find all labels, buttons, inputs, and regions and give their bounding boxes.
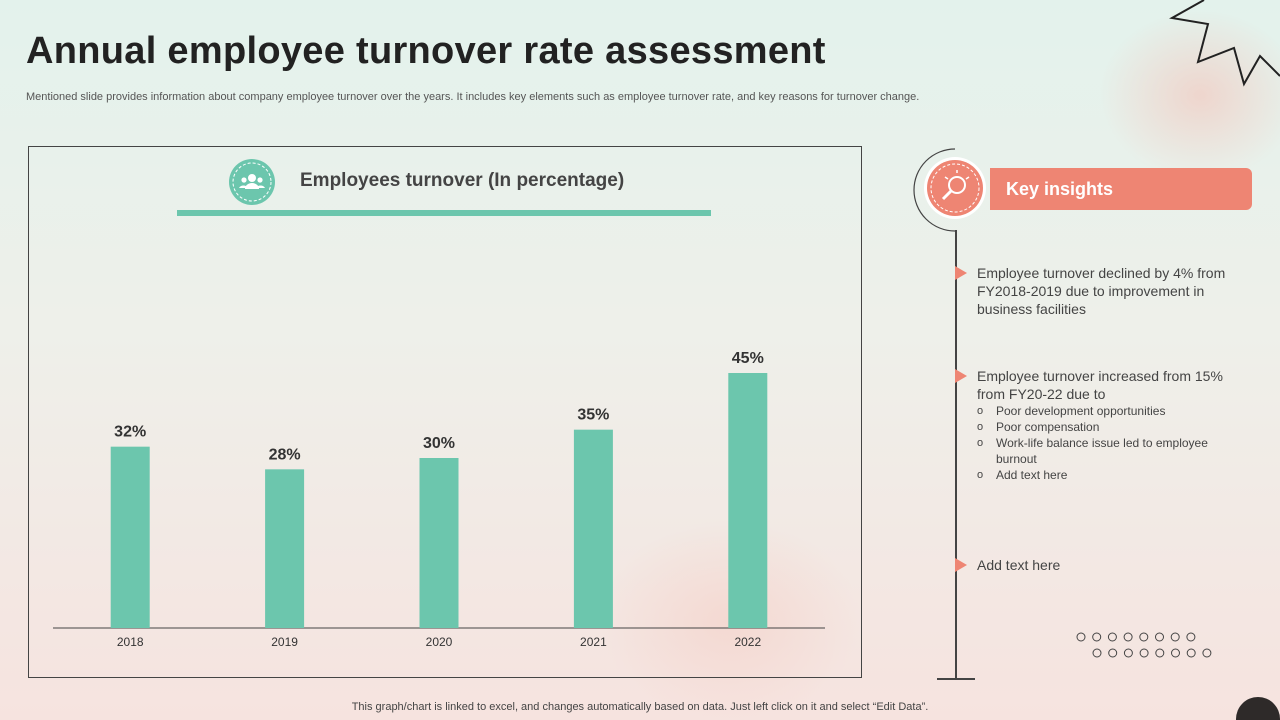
key-insights-header: Key insights — [990, 168, 1252, 210]
decorative-dot — [1171, 648, 1180, 658]
data-label-2019: 28% — [269, 446, 301, 463]
decorative-dot — [1139, 648, 1149, 658]
decorative-dot — [1202, 648, 1212, 658]
bar-2021 — [573, 429, 613, 628]
timeline-line — [955, 230, 957, 680]
insight-item: Employee turnover declined by 4% from FY… — [977, 265, 1226, 317]
decorative-dot — [1092, 648, 1102, 658]
page-subtitle: Mentioned slide provides information abo… — [26, 91, 920, 103]
decorative-dot — [1107, 632, 1117, 642]
decorative-dot — [1155, 648, 1165, 658]
decorative-dot — [1139, 632, 1149, 642]
decorative-dot — [1092, 632, 1102, 642]
x-tick-label-2019: 2019 — [271, 635, 298, 649]
decorative-dot — [1186, 632, 1196, 642]
sub-list-item: o Poor compensation — [977, 420, 1100, 434]
insight-item: Add text here — [977, 557, 1061, 573]
sub-list-item: o Poor development opportunities — [977, 404, 1166, 418]
lightbulb-search-icon — [913, 148, 986, 232]
people-group-icon — [229, 159, 275, 205]
x-tick-label-2021: 2021 — [580, 635, 607, 649]
data-label-2021: 35% — [577, 407, 609, 424]
bar-2020 — [419, 458, 459, 628]
circle-bullet-icon: o — [977, 421, 984, 433]
triangle-marker-icon — [955, 369, 967, 383]
x-tick-label-2022: 2022 — [734, 635, 761, 649]
circle-bullet-icon: o — [977, 469, 984, 481]
decorative-dot — [1076, 632, 1086, 642]
insight-sub-list: o Poor development opportunities o Poor co… — [977, 403, 1247, 483]
data-label-2022: 45% — [732, 350, 764, 367]
key-insights-title: Key insights — [1006, 179, 1114, 199]
decorative-dot — [1155, 632, 1164, 642]
bar-2022 — [728, 373, 768, 628]
chart-title-underline — [177, 210, 711, 216]
decorative-dot — [1186, 648, 1196, 658]
chart-title: Employees turnover (In percentage) — [300, 170, 625, 191]
footer-note: This graph/chart is linked to excel, and… — [351, 701, 929, 713]
decorative-dot — [1170, 632, 1180, 642]
x-tick-label-2018: 2018 — [117, 635, 144, 649]
triangle-marker-icon — [955, 266, 967, 280]
bar-2018 — [110, 446, 150, 628]
decorative-glow — [1100, 10, 1280, 180]
timeline-base — [937, 678, 975, 680]
decorative-dot — [1123, 632, 1133, 642]
insight-item: Employee turnover increased from 15% fro… — [977, 368, 1223, 402]
bar-2019 — [265, 469, 305, 628]
decorative-dot — [1123, 648, 1133, 658]
page-title: Annual employee turnover rate assessment — [26, 30, 826, 72]
x-tick-label-2020: 2020 — [426, 635, 453, 649]
data-label-2020: 30% — [423, 435, 455, 452]
corner-decoration — [1236, 697, 1280, 720]
circle-bullet-icon: o — [977, 405, 984, 417]
triangle-marker-icon — [955, 558, 967, 572]
decorative-dot — [1108, 648, 1118, 658]
sub-list-item: o Add text here — [977, 468, 1068, 482]
circle-bullet-icon: o — [977, 437, 984, 449]
chart-frame[interactable] — [28, 146, 862, 678]
data-label-2018: 32% — [114, 424, 146, 441]
dot-pattern-decoration — [1076, 632, 1212, 658]
burst-outline-icon — [1169, 0, 1280, 87]
sub-list-item: o Work-life balance issue led to employee… — [977, 436, 1208, 466]
